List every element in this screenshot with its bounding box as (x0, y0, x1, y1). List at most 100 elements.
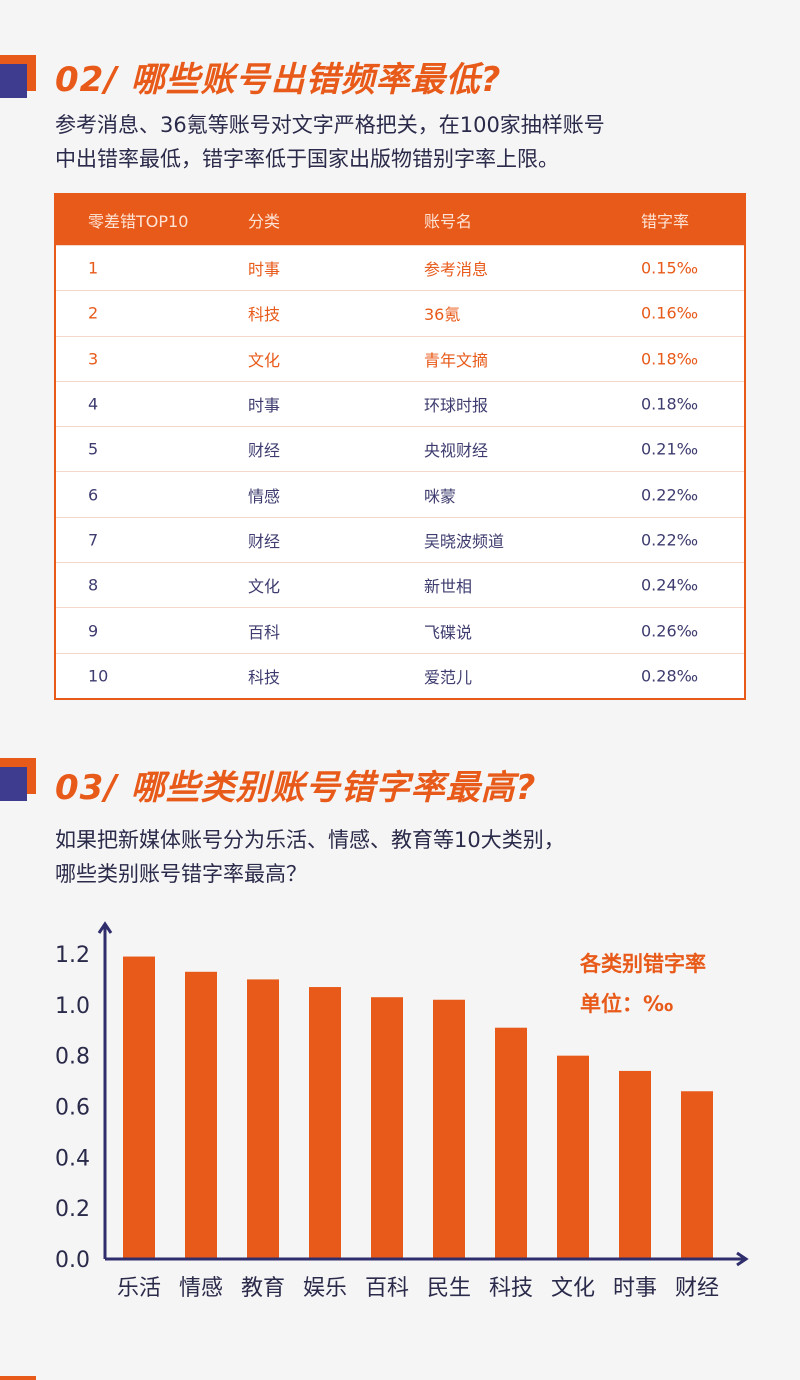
cell-category: 科技 (248, 667, 281, 687)
header-rank: 零差错TOP10 (88, 212, 189, 231)
bar-民生 (433, 999, 465, 1259)
cell-rate: 0.22‰ (641, 530, 699, 550)
section2-desc: 参考消息、36氪等账号对文字严格把关，在100家抽样账号 中出错率最低，错字率低… (55, 108, 755, 176)
x-tick-label: 教育 (241, 1276, 285, 1301)
cell-account: 爱范儿 (424, 667, 473, 687)
x-tick-label: 娱乐 (303, 1276, 347, 1301)
cell-category: 文化 (248, 577, 281, 597)
cell-rank: 2 (88, 303, 99, 323)
cell-category: 情感 (248, 486, 281, 506)
table-row: 3 文化 青年文摘 0.18‰ (56, 335, 744, 381)
cell-category: 科技 (248, 305, 281, 325)
table-header: 零差错TOP10 分类 账号名 错字率 (56, 195, 744, 245)
cell-account: 环球时报 (424, 396, 489, 416)
x-tick-label: 乐活 (117, 1276, 161, 1301)
cell-account: 央视财经 (424, 441, 489, 461)
chart-unit: 单位：‰ (580, 992, 674, 1016)
section-marker-navy (0, 767, 27, 801)
section2-desc-line1: 参考消息、36氪等账号对文字严格把关，在100家抽样账号 (55, 113, 605, 137)
cell-rate: 0.26‰ (641, 621, 699, 641)
table-row: 7 财经 吴晓波频道 0.22‰ (56, 516, 744, 562)
bar-时事 (619, 1070, 651, 1259)
cell-rate: 0.18‰ (641, 349, 699, 369)
bar-情感 (185, 971, 217, 1259)
cell-account: 青年文摘 (424, 350, 489, 370)
table-row: 8 文化 新世相 0.24‰ (56, 562, 744, 607)
section-marker-navy (0, 64, 27, 98)
section3-desc-line1: 如果把新媒体账号分为乐活、情感、教育等10大类别， (55, 828, 565, 852)
x-tick-label: 财经 (675, 1276, 719, 1301)
y-axis-arrow-icon (97, 921, 113, 934)
cell-rate: 0.24‰ (641, 575, 699, 595)
next-section-marker (0, 1376, 36, 1380)
x-tick-label: 文化 (551, 1276, 595, 1301)
bar-娱乐 (309, 987, 341, 1259)
y-tick-label: 1.2 (55, 943, 90, 968)
section3-desc: 如果把新媒体账号分为乐活、情感、教育等10大类别， 哪些类别账号错字率最高？ (55, 823, 755, 891)
cell-category: 时事 (248, 396, 281, 416)
x-axis-arrow-icon (736, 1251, 749, 1267)
y-tick-label: 0.8 (55, 1045, 90, 1070)
cell-category: 财经 (248, 531, 281, 551)
section2-desc-line2: 中出错率最低，错字率低于国家出版物错别字率上限。 (55, 147, 559, 171)
y-tick-label: 0.4 (55, 1146, 90, 1171)
section3-desc-line2: 哪些类别账号错字率最高？ (55, 862, 307, 886)
cell-rank: 7 (88, 530, 99, 550)
cell-account: 新世相 (424, 577, 473, 597)
table-row: 4 时事 环球时报 0.18‰ (56, 380, 744, 426)
cell-account: 36氪 (424, 305, 461, 325)
x-tick-label: 百科 (365, 1276, 409, 1301)
y-tick-label: 0.0 (55, 1248, 90, 1273)
cell-rate: 0.16‰ (641, 303, 699, 323)
table-row: 6 情感 咪蒙 0.22‰ (56, 471, 744, 516)
header-category: 分类 (248, 212, 281, 231)
cell-category: 时事 (248, 260, 281, 280)
category-error-rate-chart: 0.0 0.2 0.4 0.6 0.8 1.0 1.2 乐活 情感 教育 娱乐 百科 民生 科技 文化 时事财… (55, 921, 749, 1301)
table-row: 2 科技 36氪 0.16‰ (56, 290, 744, 335)
cell-rate: 0.18‰ (641, 394, 699, 414)
bar-财经 (681, 1091, 713, 1259)
x-tick-label: 民生 (427, 1276, 471, 1301)
cell-rank: 3 (88, 349, 99, 369)
section2-title: 02/ 哪些账号出错频率最低? (55, 60, 502, 100)
bar-文化 (557, 1055, 589, 1259)
header-account: 账号名 (424, 212, 473, 231)
y-tick-label: 0.6 (55, 1096, 90, 1121)
bar-乐活 (123, 956, 155, 1259)
cell-account: 飞碟说 (424, 622, 473, 642)
x-tick-label: 时事 (613, 1276, 657, 1301)
y-tick-label: 0.2 (55, 1197, 90, 1222)
header-rate: 错字率 (641, 212, 690, 231)
table-row: 10 科技 爱范儿 0.28‰ (56, 652, 744, 698)
cell-rank: 4 (88, 394, 99, 414)
cell-account: 咪蒙 (424, 486, 457, 506)
cell-rate: 0.21‰ (641, 439, 699, 459)
bar-科技 (495, 1027, 527, 1259)
cell-category: 财经 (248, 441, 281, 461)
x-tick-label: 情感 (179, 1276, 223, 1301)
cell-rate: 0.28‰ (641, 666, 699, 686)
table-row: 9 百科 飞碟说 0.26‰ (56, 607, 744, 652)
chart-title: 各类别错字率 (580, 952, 706, 976)
cell-rank: 8 (88, 575, 99, 595)
table-row: 1 时事 参考消息 0.15‰ (56, 245, 744, 290)
bar-百科 (371, 997, 403, 1259)
table-row: 5 财经 央视财经 0.21‰ (56, 426, 744, 471)
cell-account: 吴晓波频道 (424, 531, 505, 551)
cell-rank: 5 (88, 439, 99, 459)
cell-rank: 1 (88, 258, 99, 278)
bar-教育 (247, 979, 279, 1259)
cell-category: 文化 (248, 350, 281, 370)
cell-account: 参考消息 (424, 260, 489, 280)
cell-rate: 0.15‰ (641, 258, 699, 278)
cell-rank: 6 (88, 485, 99, 505)
cell-rank: 10 (88, 666, 109, 686)
section3-title: 03/ 哪些类别账号错字率最高? (55, 768, 537, 808)
top10-table: 零差错TOP10 分类 账号名 错字率 1 时事 参考消息 0.15‰ 2 科技 36氪 0.… (54, 193, 746, 700)
cell-category: 百科 (248, 622, 281, 642)
x-tick-label: 科技 (489, 1276, 533, 1301)
cell-rank: 9 (88, 621, 99, 641)
y-tick-label: 1.0 (55, 994, 90, 1019)
cell-rate: 0.22‰ (641, 485, 699, 505)
